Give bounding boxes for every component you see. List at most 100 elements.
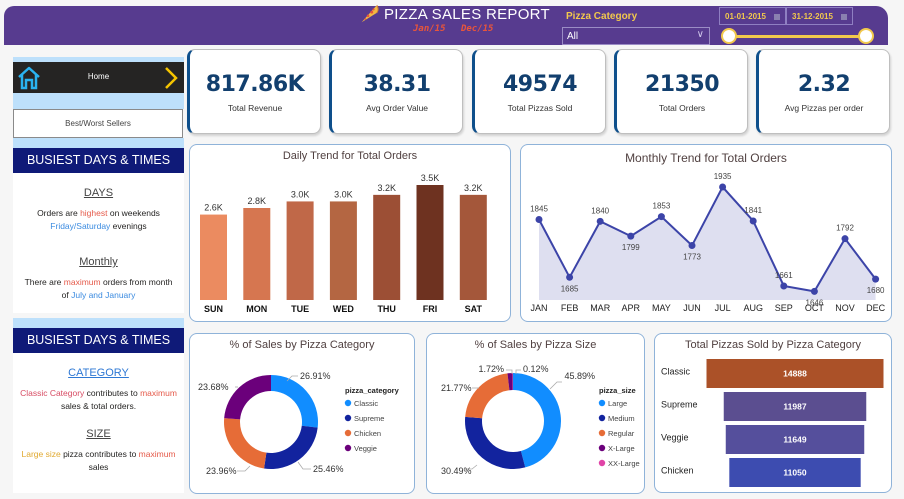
data-point — [841, 235, 849, 243]
sidebar-strip — [13, 57, 184, 62]
data-label: 1661 — [775, 271, 793, 280]
data-label: 1646 — [806, 298, 824, 307]
data-label: 1799 — [622, 243, 640, 252]
legend-marker — [598, 429, 606, 437]
legend-title: pizza_category — [345, 386, 400, 395]
x-tick-label: MON — [246, 304, 267, 314]
highlight: Friday/Saturday — [50, 220, 111, 231]
legend-marker — [598, 414, 606, 422]
x-tick-label: WED — [333, 304, 354, 314]
end-date-input[interactable]: 31-12-2015 — [786, 7, 853, 25]
highlight: maximum — [138, 449, 176, 459]
pizzas-by-category-chart: Total Pizzas Sold by Pizza Category 1488… — [654, 333, 892, 493]
highlight: maximum — [63, 277, 101, 287]
area-fill — [539, 187, 876, 300]
title-text: PIZZA SALES REPORT — [384, 5, 551, 23]
category-label: Supreme — [661, 400, 698, 410]
period-start: Jan/15 — [413, 24, 446, 34]
best-worst-sellers-button[interactable]: Best/Worst Sellers — [13, 109, 183, 138]
kpi-label: Total Orders — [658, 103, 706, 113]
data-label: 3.2K — [377, 183, 396, 193]
x-tick-label: FRI — [423, 304, 438, 314]
x-tick-label: SEP — [775, 303, 793, 313]
category-subheading: CATEGORY — [68, 367, 129, 379]
data-point — [749, 217, 757, 225]
data-label: 1680 — [867, 286, 885, 295]
monthly-trend-chart: Monthly Trend for Total Orders 1845 JAN 16… — [520, 144, 892, 322]
legend-item: Chicken — [354, 429, 381, 438]
x-tick-label: THU — [377, 304, 396, 314]
header-bar — [4, 6, 888, 45]
category-filter-dropdown[interactable]: All ∨ — [562, 27, 710, 45]
data-label: 1840 — [591, 206, 609, 215]
kpi-value: 49574 — [502, 72, 578, 97]
kpi-value: 21350 — [644, 72, 720, 97]
x-tick-label: MAY — [652, 303, 671, 313]
insight-heading: BUSIEST DAYS & TIMES — [13, 328, 184, 353]
kpi-value: 38.31 — [363, 72, 431, 97]
slice-label: 1.72% — [478, 364, 504, 374]
data-point — [719, 183, 727, 191]
bar — [729, 458, 861, 487]
donut-slice — [271, 375, 318, 428]
slice-label: 0.12% — [523, 364, 549, 374]
data-point — [535, 216, 543, 224]
sidebar-strip — [13, 318, 184, 328]
daily-trend-chart: Daily Trend for Total Orders 2.6K SUN 2.8K… — [189, 144, 511, 322]
x-tick-label: NOV — [835, 303, 855, 313]
legend-item: XX-Large — [608, 459, 640, 468]
date-slider-end-handle[interactable] — [858, 28, 874, 44]
data-label: 3.0K — [291, 189, 310, 199]
home-nav-button[interactable]: Home — [13, 62, 184, 93]
period-label: Jan/15 Dec/15 — [413, 24, 503, 34]
data-point — [566, 273, 574, 281]
data-label: 3.0K — [334, 189, 353, 199]
chart-title: Monthly Trend for Total Orders — [625, 151, 787, 165]
data-label: 1792 — [836, 224, 854, 233]
leader-line — [286, 375, 298, 382]
x-tick-label: MAR — [590, 303, 611, 313]
category-filter-value: All — [567, 31, 579, 42]
donut-slice — [513, 373, 561, 468]
highlight: July and January — [71, 289, 136, 300]
data-label: 1685 — [561, 284, 579, 293]
chevron-down-icon: ∨ — [696, 29, 704, 40]
donut-slice — [507, 373, 513, 391]
calendar-icon[interactable] — [773, 13, 780, 20]
start-date-value: 01-01-2015 — [725, 12, 766, 21]
x-tick-label: SAT — [465, 304, 483, 314]
x-tick-label: JAN — [530, 303, 547, 313]
category-donut-chart: % of Sales by Pizza Category 26.91% 25.46… — [189, 333, 415, 494]
start-date-input[interactable]: 01-01-2015 — [719, 7, 786, 25]
size-subheading: SIZE — [86, 428, 111, 440]
slice-label: 23.68% — [198, 382, 229, 392]
kpi-label: Total Pizzas Sold — [507, 103, 573, 113]
legend-marker — [598, 459, 606, 467]
x-tick-label: JUL — [715, 303, 731, 313]
chevron-right-icon[interactable] — [163, 66, 179, 90]
kpi-label: Avg Pizzas per order — [784, 103, 864, 113]
bar — [243, 208, 271, 300]
data-label: 1935 — [714, 172, 732, 181]
category-text: Classic Category contributes to maximum … — [20, 388, 177, 411]
donut-slice — [465, 373, 510, 419]
category-donut-svg: 26.91% 25.46% 23.96% 23.68% pizza_category Cl… — [198, 371, 400, 476]
data-label: 1841 — [744, 206, 762, 215]
chart-title: % of Sales by Pizza Category — [229, 339, 375, 351]
highlight: maximum — [140, 388, 177, 398]
size-text: Large size pizza contributes to maximum … — [21, 449, 176, 472]
report-title: PIZZA SALES REPORT — [358, 3, 550, 25]
date-slider-start-handle[interactable] — [721, 28, 737, 44]
chart-title: % of Sales by Pizza Size — [474, 339, 597, 351]
date-slider-track[interactable] — [729, 35, 866, 38]
slice-label: 30.49% — [441, 466, 472, 476]
data-label: 2.6K — [204, 203, 223, 213]
data-label: 14888 — [783, 369, 807, 379]
pizzas-by-category-svg: 14888 Classic 11987 Supreme 11649 Veggie 11050… — [661, 359, 884, 487]
data-point — [780, 282, 788, 290]
home-icon — [18, 66, 40, 90]
legend-item: Medium — [608, 414, 635, 423]
category-label: Classic — [661, 367, 691, 377]
calendar-icon[interactable] — [840, 13, 847, 20]
leader-line — [515, 369, 521, 374]
